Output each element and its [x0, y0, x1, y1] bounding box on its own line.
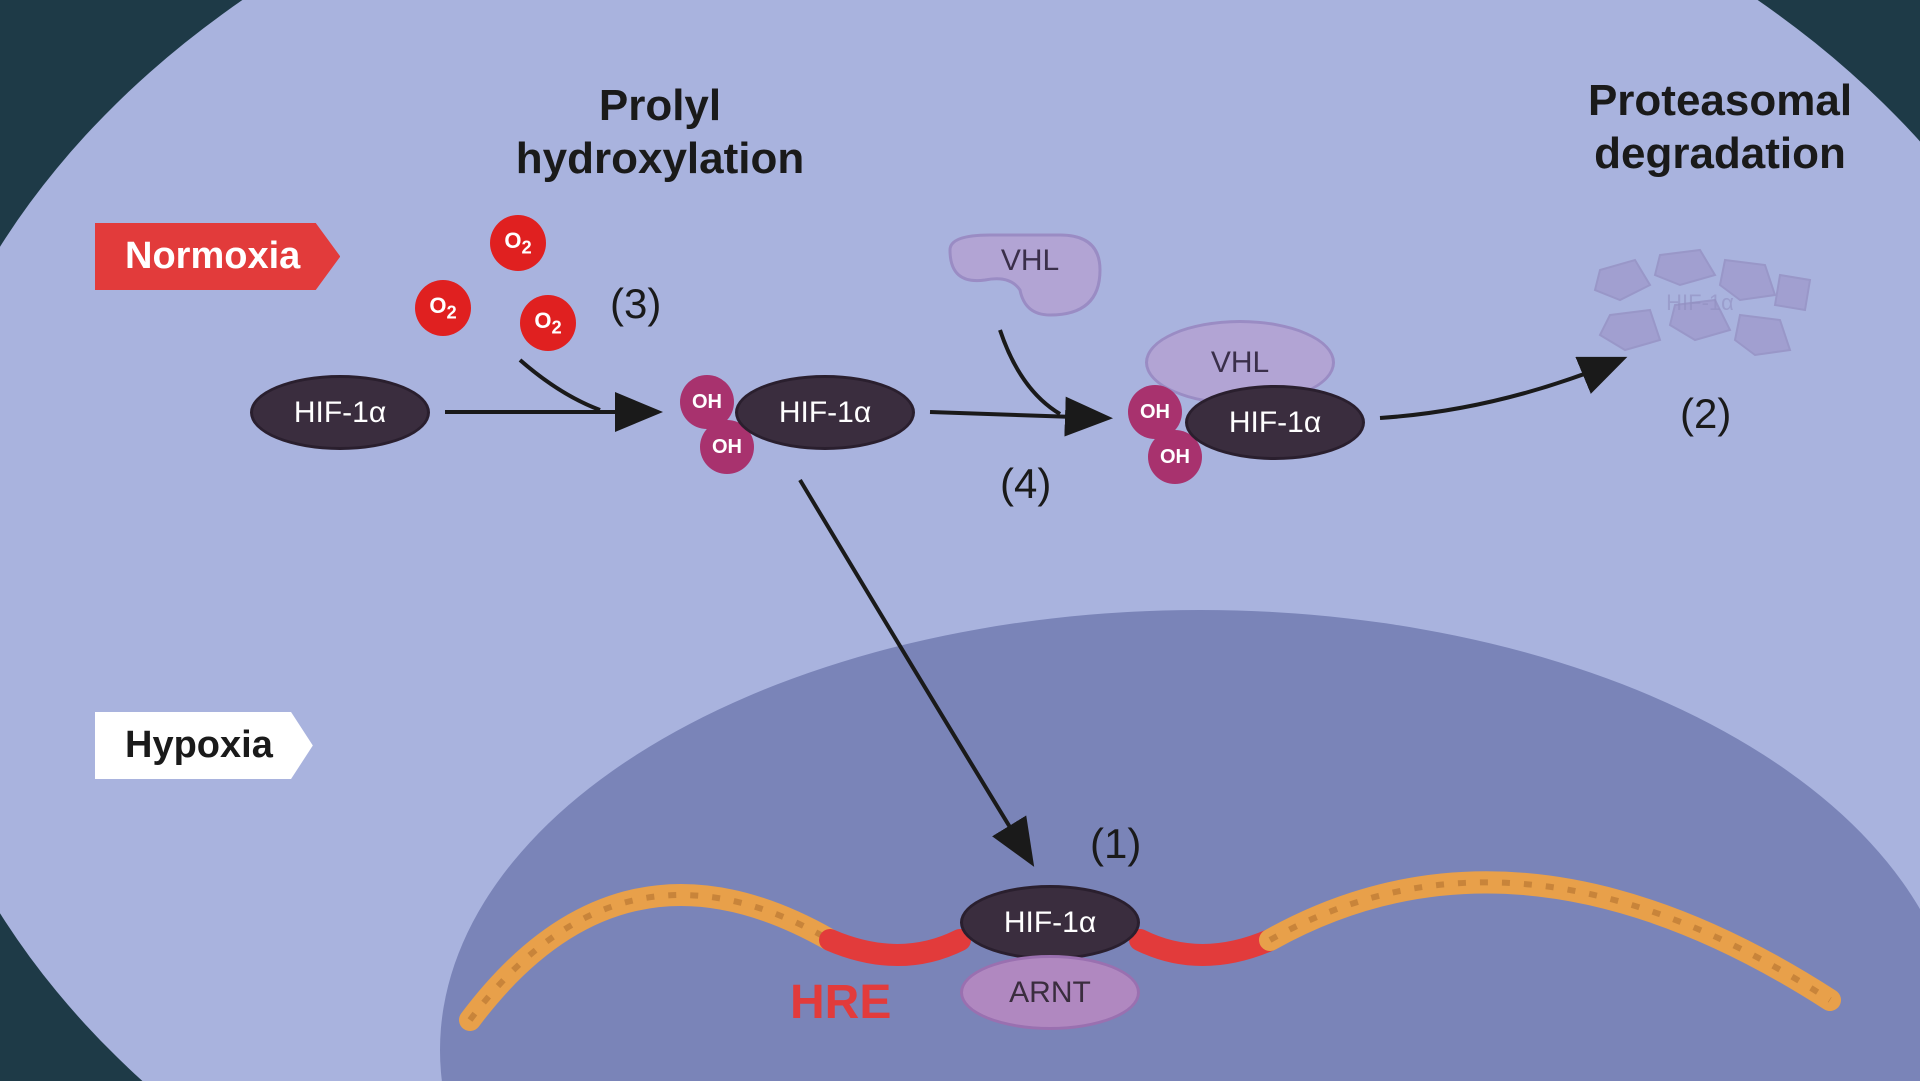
- arrow-3-to-degraded: [1380, 360, 1620, 418]
- arrow-o2-curve: [520, 360, 600, 410]
- arrow-2-to-3: [930, 412, 1105, 418]
- arrows-layer: [0, 0, 1920, 1081]
- arrow-vhl-curve: [1000, 330, 1060, 414]
- arrow-to-nucleus: [800, 480, 1030, 860]
